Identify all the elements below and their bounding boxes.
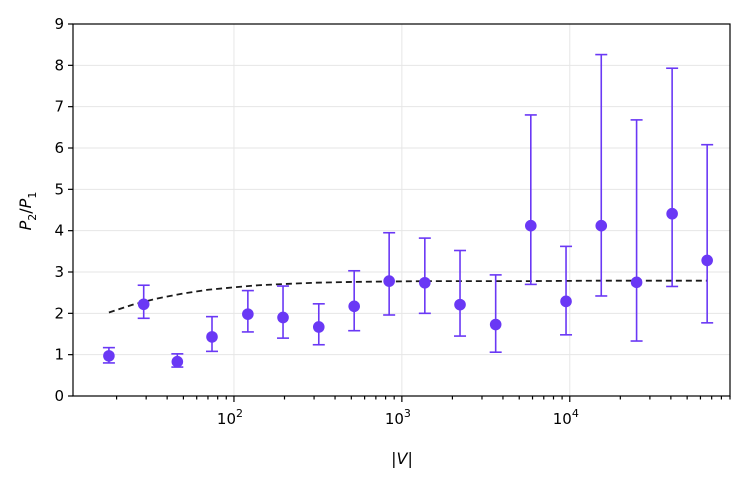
data-point	[630, 276, 643, 289]
y-tick-label: 4	[54, 222, 64, 240]
data-point	[454, 298, 466, 311]
data-point	[171, 355, 184, 368]
data-point	[525, 219, 537, 232]
y-tick-label: 5	[54, 180, 64, 198]
data-point	[666, 207, 678, 220]
y-tick-label: 7	[54, 98, 64, 116]
point-layer	[103, 207, 713, 368]
data-point	[383, 275, 395, 287]
grid-layer	[73, 23, 730, 397]
errorbar-layer	[102, 53, 714, 368]
data-point	[701, 254, 713, 267]
data-point	[312, 321, 325, 333]
data-point	[595, 219, 608, 232]
y-tick-label: 8	[54, 56, 64, 74]
data-point	[242, 308, 254, 320]
y-tick-label: 3	[54, 263, 64, 281]
y-tick-label: 1	[54, 346, 64, 364]
data-point	[560, 295, 572, 308]
y-tick-label: 2	[54, 304, 64, 322]
y-axis-label: P2/P1	[16, 192, 39, 231]
y-tick-label: 0	[54, 387, 64, 405]
y-tick-label: 6	[54, 139, 64, 157]
x-axis-label: |V|	[391, 449, 413, 468]
data-point	[348, 300, 360, 313]
data-point	[206, 331, 218, 343]
x-tick-label: 103	[385, 407, 411, 428]
tick-label-layer: 0 1 2 3 4 5 6 7 8 9 102 103 104	[54, 15, 578, 428]
model-curve	[108, 279, 708, 314]
tick-layer	[68, 23, 731, 402]
data-point	[277, 311, 289, 324]
data-point	[103, 350, 115, 362]
data-point	[137, 298, 150, 311]
x-tick-label: 102	[217, 407, 243, 428]
data-point	[419, 276, 431, 289]
model-layer	[108, 279, 708, 314]
x-tick-label: 104	[553, 407, 579, 428]
data-point	[489, 318, 502, 331]
y-tick-label: 9	[54, 15, 64, 33]
